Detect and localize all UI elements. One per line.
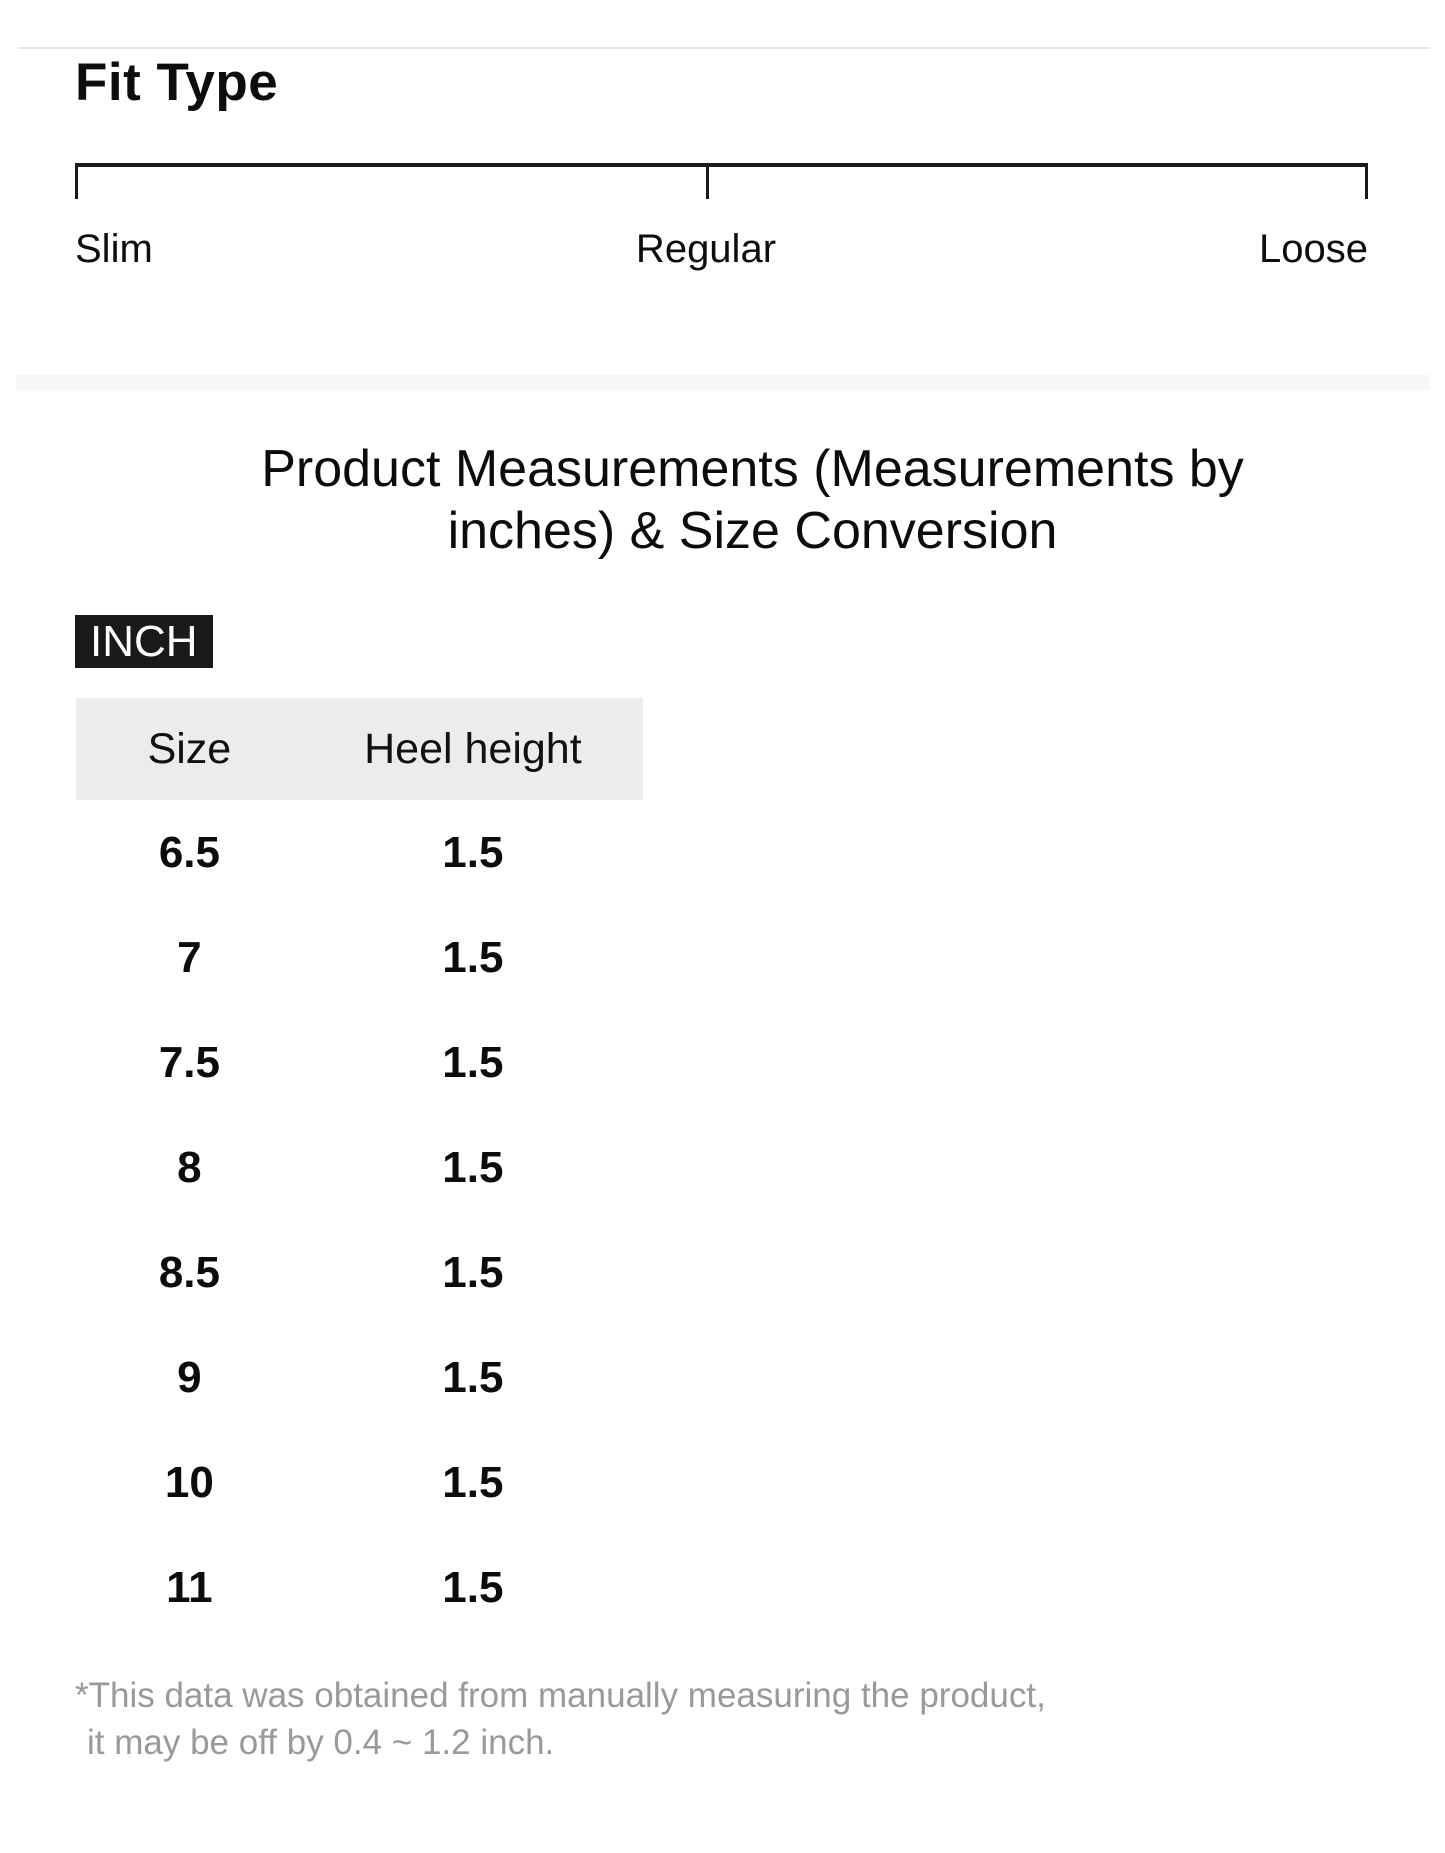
column-header-heel-height: Heel height [364, 724, 582, 773]
cell-heel-height: 1.5 [442, 1247, 504, 1297]
scale-label-regular: Regular [635, 227, 777, 271]
table-row: 10 1.5 [76, 1430, 643, 1535]
cell-size: 7.5 [158, 1037, 220, 1087]
section-divider-band [16, 375, 1430, 390]
cell-size: 8.5 [158, 1247, 220, 1297]
cell-size: 11 [166, 1562, 213, 1612]
table-row: 9 1.5 [76, 1325, 643, 1430]
cell-heel-height: 1.5 [442, 1037, 504, 1087]
table-row: 8 1.5 [76, 1115, 643, 1220]
size-table-header: Size Heel height [76, 698, 643, 800]
fit-type-scale [75, 163, 1368, 199]
cell-size: 6.5 [158, 827, 220, 877]
fit-type-section: Fit Type Slim Regular Loose [0, 55, 1445, 272]
cell-size: 7 [177, 932, 202, 982]
table-row: 7.5 1.5 [76, 1010, 643, 1115]
scale-tick-left [75, 167, 78, 199]
measurements-title-line1: Product Measurements (Measurements by [261, 440, 1244, 498]
cell-heel-height: 1.5 [442, 827, 504, 877]
cell-size: 10 [164, 1457, 214, 1507]
cell-heel-height: 1.5 [442, 1562, 504, 1612]
top-divider [18, 47, 1430, 49]
table-row: 6.5 1.5 [76, 800, 643, 905]
scale-tick-right [1365, 167, 1368, 199]
cell-heel-height: 1.5 [442, 1142, 504, 1192]
table-row: 7 1.5 [76, 905, 643, 1010]
scale-tick-middle [705, 167, 709, 199]
disclaimer-line1: *This data was obtained from manually me… [75, 1676, 1046, 1715]
table-row: 8.5 1.5 [76, 1220, 643, 1325]
size-table: Size Heel height 6.5 1.5 7 1.5 7.5 1.5 8… [76, 698, 643, 1640]
fit-type-heading: Fit Type [75, 53, 279, 112]
column-header-size: Size [147, 724, 232, 773]
measurements-section: Product Measurements (Measurements by in… [0, 438, 1445, 1766]
fit-type-scale-labels: Slim Regular Loose [75, 226, 1368, 272]
measurements-title: Product Measurements (Measurements by in… [75, 438, 1430, 562]
scale-label-slim: Slim [75, 227, 153, 271]
scale-label-loose: Loose [1259, 227, 1368, 271]
measurement-disclaimer: *This data was obtained from manually me… [75, 1672, 1370, 1766]
unit-badge-inch: INCH [75, 615, 213, 668]
cell-size: 9 [177, 1352, 202, 1402]
measurements-title-line2: inches) & Size Conversion [447, 502, 1058, 560]
cell-size: 8 [177, 1142, 202, 1192]
disclaimer-line2: it may be off by 0.4 ~ 1.2 inch. [87, 1723, 555, 1762]
cell-heel-height: 1.5 [442, 1352, 504, 1402]
table-row: 11 1.5 [76, 1535, 643, 1640]
cell-heel-height: 1.5 [442, 1457, 504, 1507]
cell-heel-height: 1.5 [442, 932, 504, 982]
